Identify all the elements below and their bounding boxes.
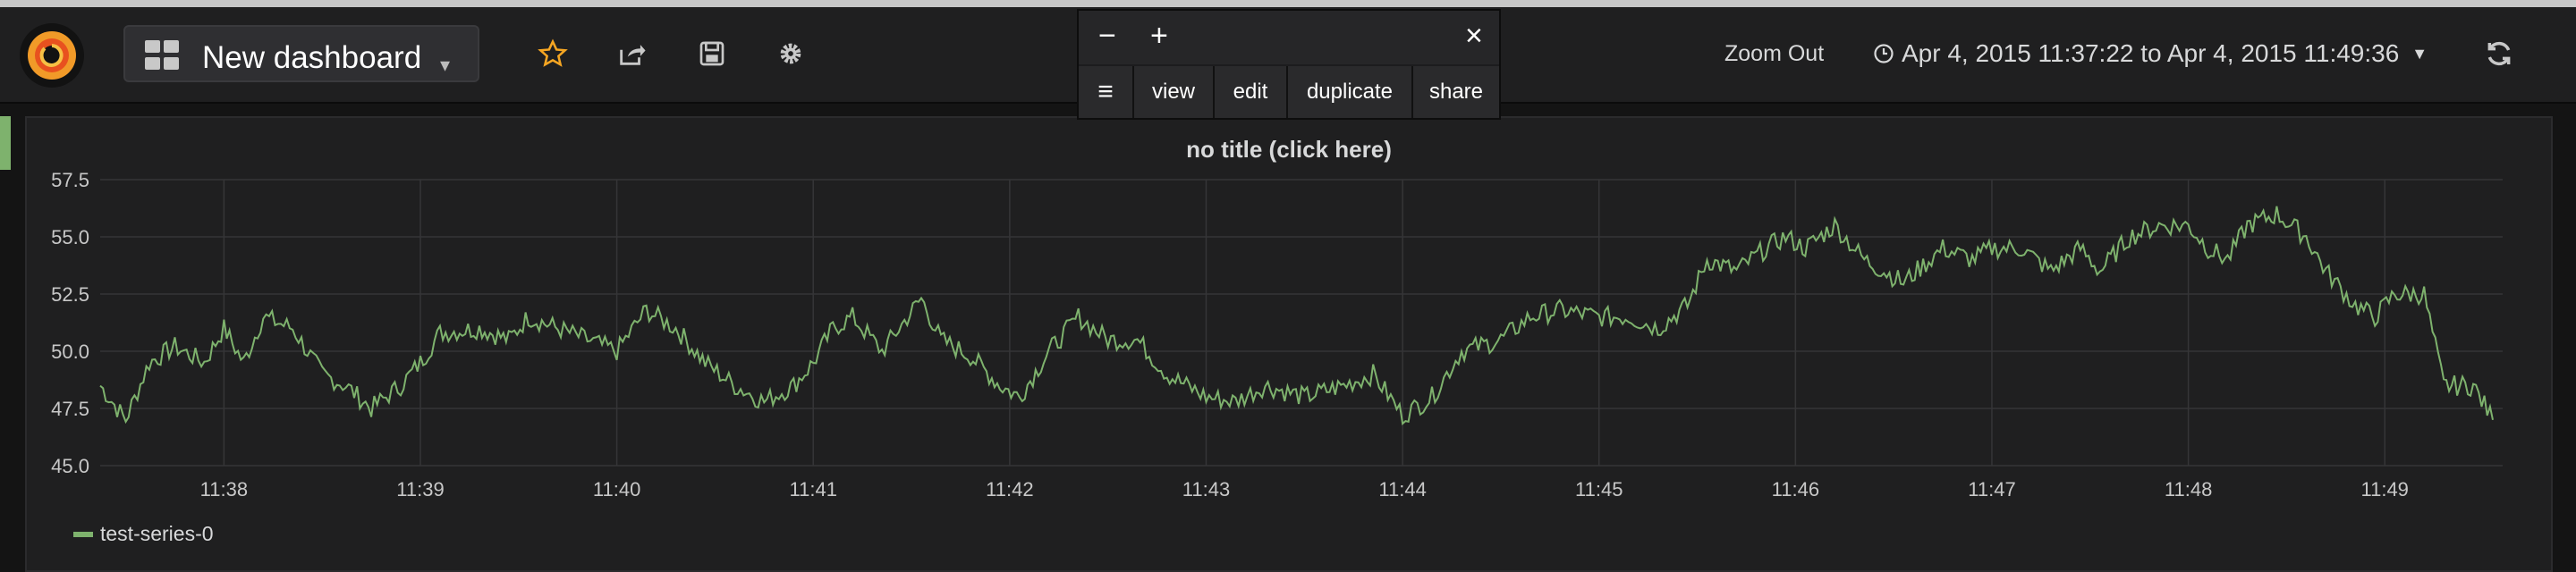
x-tick-label: 11:42 [986,478,1033,500]
panel-menu-toolbar: − + × [1079,11,1499,64]
panel-share-button[interactable]: share [1413,66,1499,118]
panel-view-button[interactable]: view [1134,66,1215,118]
hamburger-icon[interactable]: ≡ [1079,66,1134,118]
x-tick-label: 11:49 [2361,478,2409,500]
x-tick-label: 11:45 [1575,478,1623,500]
refresh-icon[interactable] [2479,34,2519,73]
x-tick-label: 11:47 [1968,478,2015,500]
star-icon[interactable] [533,34,572,73]
x-tick-label: 11:46 [1772,478,1819,500]
x-tick-label: 11:41 [790,478,837,500]
caret-down-icon: ▼ [2411,44,2428,63]
x-tick-label: 11:38 [200,478,248,500]
x-tick-label: 11:48 [2165,478,2212,500]
y-tick-label: 52.5 [51,283,89,306]
save-icon[interactable] [692,34,732,73]
graph-panel: no title (click here) [25,116,2553,572]
panel-duplicate-button[interactable]: duplicate [1288,66,1413,118]
dashboard-title-button[interactable]: New dashboard ▾ [123,25,479,82]
time-range-picker[interactable]: Apr 4, 2015 11:37:22 to Apr 4, 2015 11:4… [1873,39,2428,68]
legend-swatch [73,531,93,537]
share-icon[interactable] [612,34,651,73]
panel-title[interactable]: no title (click here) [1186,136,1392,163]
panel-remove-button[interactable]: × [1465,19,1483,53]
y-tick-label: 57.5 [51,169,89,191]
x-tick-label: 11:43 [1182,478,1230,500]
legend-item[interactable]: test-series-0 [73,522,214,546]
panel-menu: − + × ≡ view edit duplicate share [1077,9,1501,120]
panel-width-decrease-button[interactable]: − [1098,19,1116,53]
row-collapse-handle[interactable] [0,116,11,170]
gear-icon[interactable] [771,34,810,73]
series-line-test-series-0 [99,206,2494,425]
window-top-strip [0,0,2576,7]
y-tick-label: 47.5 [51,398,89,420]
panel-edit-button[interactable]: edit [1215,66,1288,118]
grid-icon [145,40,181,71]
grafana-logo[interactable] [18,21,86,89]
time-range-text: Apr 4, 2015 11:37:22 to Apr 4, 2015 11:4… [1902,39,2400,67]
x-tick-label: 11:39 [396,478,444,500]
x-tick-label: 11:40 [593,478,640,500]
y-tick-label: 45.0 [51,455,89,477]
panel-menu-actions: ≡ view edit duplicate share [1079,66,1499,120]
panel-width-increase-button[interactable]: + [1150,19,1168,53]
y-tick-label: 55.0 [51,226,89,248]
dashboard-title: New dashboard [202,40,422,75]
y-tick-label: 50.0 [51,341,89,363]
legend-label: test-series-0 [100,522,214,545]
chevron-down-icon: ▾ [440,54,451,76]
clock-icon [1874,44,1894,63]
zoom-out-button[interactable]: Zoom Out [1724,41,1825,66]
x-tick-label: 11:44 [1378,478,1426,500]
